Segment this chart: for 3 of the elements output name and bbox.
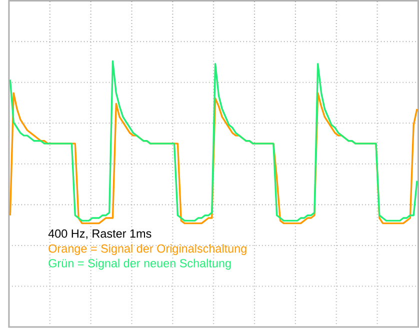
text: Grün = Signal der neuen Schaltung [48, 258, 231, 270]
text: Orange = Signal der Originalschaltung [48, 244, 246, 256]
annotation: 400 Hz, Raster 1ms [48, 229, 152, 240]
